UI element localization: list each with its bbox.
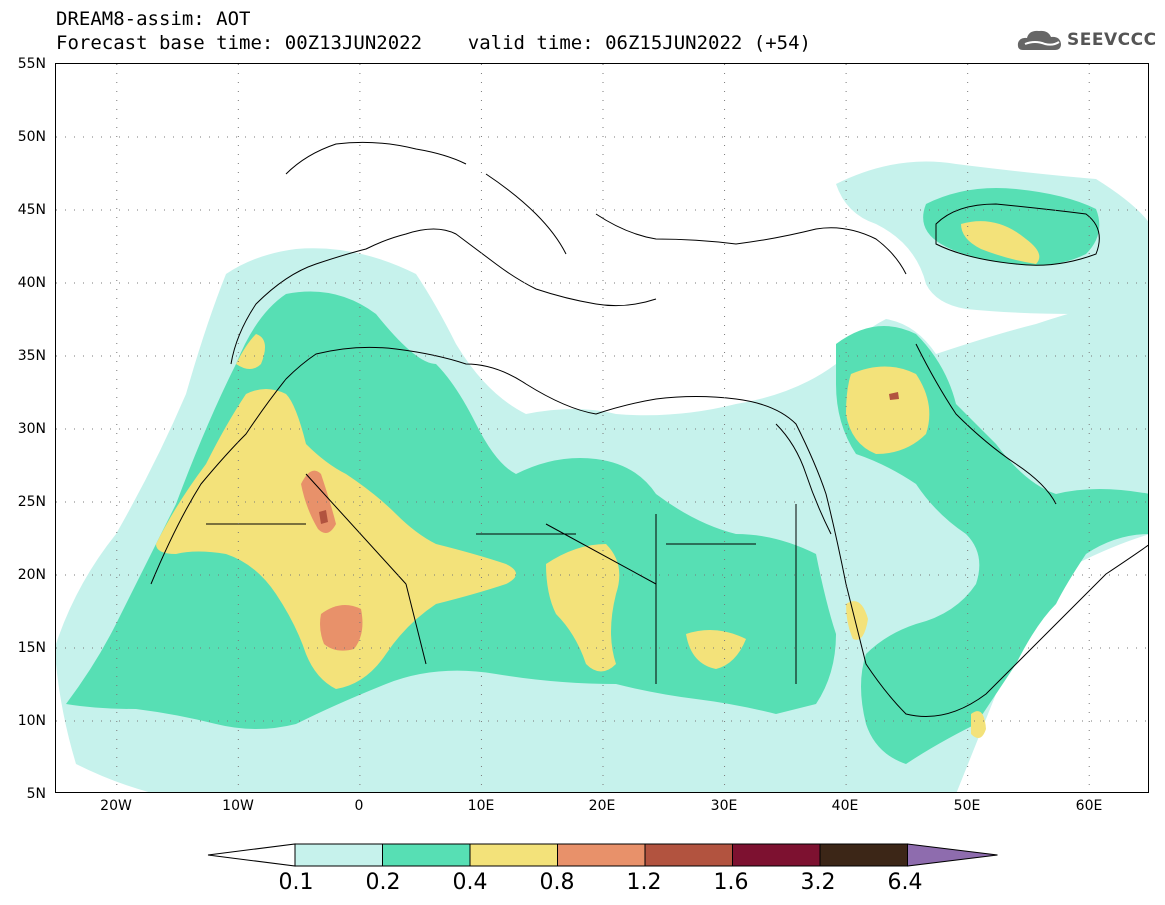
aot-contour-0.8 bbox=[301, 470, 363, 651]
colorbar-label-0.4: 0.4 bbox=[452, 870, 488, 895]
lat-label-15n: 15N bbox=[17, 640, 46, 656]
lon-label-40e: 40E bbox=[831, 798, 859, 814]
lat-label-10n: 10N bbox=[17, 713, 46, 729]
colorbar-segment bbox=[644, 843, 733, 867]
lat-label-35n: 35N bbox=[17, 348, 46, 364]
colorbar-label-1.6: 1.6 bbox=[713, 870, 749, 895]
colorbar-segment bbox=[294, 843, 383, 867]
lon-label-0: 0 bbox=[354, 798, 364, 814]
colorbar-label-0.2: 0.2 bbox=[365, 870, 401, 895]
map-title: DREAM8-assim: AOT bbox=[56, 8, 251, 30]
lon-label-20w: 20W bbox=[100, 798, 132, 814]
seevccc-logo: SEEVCCC bbox=[1015, 24, 1157, 56]
logo-text: SEEVCCC bbox=[1067, 30, 1157, 50]
lon-label-60e: 60E bbox=[1075, 798, 1103, 814]
colorbar-over-arrow bbox=[907, 843, 998, 867]
lat-label-40n: 40N bbox=[17, 275, 46, 291]
map-canvas bbox=[56, 64, 1148, 792]
aot-map bbox=[55, 63, 1149, 793]
colorbar-segment bbox=[732, 843, 821, 867]
colorbar-segment bbox=[382, 843, 471, 867]
colorbar-label-0.1: 0.1 bbox=[278, 870, 314, 895]
colorbar bbox=[207, 843, 998, 867]
lat-label-5n: 5N bbox=[26, 786, 46, 802]
map-subtitle: Forecast base time: 00Z13JUN2022 valid t… bbox=[56, 32, 811, 54]
lat-label-50n: 50N bbox=[17, 129, 46, 145]
lat-label-25n: 25N bbox=[17, 494, 46, 510]
colorbar-under-arrow bbox=[207, 843, 296, 867]
coastlines bbox=[150, 141, 1148, 717]
lon-label-10w: 10W bbox=[222, 798, 254, 814]
lon-label-20e: 20E bbox=[588, 798, 616, 814]
colorbar-label-3.2: 3.2 bbox=[800, 870, 836, 895]
colorbar-label-6.4: 6.4 bbox=[887, 870, 923, 895]
lon-label-10e: 10E bbox=[467, 798, 495, 814]
aot-contour-0.4 bbox=[156, 221, 1040, 738]
lat-label-55n: 55N bbox=[17, 56, 46, 72]
colorbar-label-1.2: 1.2 bbox=[626, 870, 662, 895]
colorbar-segment bbox=[557, 843, 646, 867]
cloud-icon bbox=[1017, 30, 1061, 50]
aot-contour-1.2 bbox=[319, 392, 899, 524]
colorbar-segment bbox=[819, 843, 908, 867]
lat-label-20n: 20N bbox=[17, 567, 46, 583]
lat-label-45n: 45N bbox=[17, 202, 46, 218]
lon-label-50e: 50E bbox=[953, 798, 981, 814]
colorbar-label-0.8: 0.8 bbox=[539, 870, 575, 895]
colorbar-segment bbox=[469, 843, 558, 867]
lon-label-30e: 30E bbox=[710, 798, 738, 814]
lat-label-30n: 30N bbox=[17, 421, 46, 437]
